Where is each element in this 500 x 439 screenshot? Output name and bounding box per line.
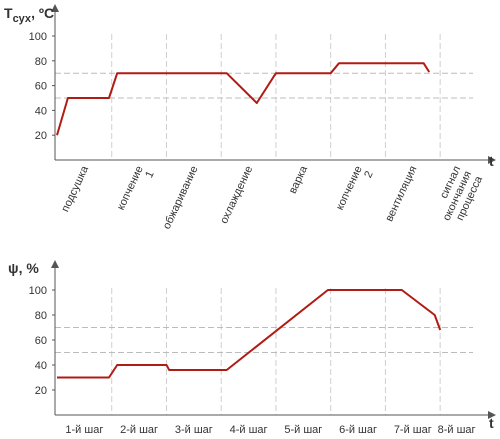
x-axis-arrow — [488, 411, 496, 419]
phase-labels: подсушка копчение1 обжаривание охлаждение ва… — [59, 163, 485, 231]
series — [56, 62, 431, 136]
y-axis-title: ψ, % — [8, 260, 39, 276]
y-tick-label: 20 — [35, 385, 47, 397]
step-label: 5-й шаг — [284, 424, 322, 436]
grid-lines — [55, 288, 473, 415]
y-axis-arrow — [51, 260, 59, 268]
step-labels: 1-й шаг 2-й шаг 3-й шаг 4-й шаг 5-й шаг 6-й ш… — [65, 424, 475, 436]
y-tick-labels: 20 40 60 80 100 — [29, 31, 47, 142]
x-axis-arrow — [488, 156, 496, 164]
y-tick-label: 80 — [35, 310, 47, 322]
series-line — [57, 289, 442, 379]
humidity-panel: 20 40 60 80 100 1-й шаг 2-й шаг 3-й шаг 4-й шаг… — [8, 260, 496, 436]
phase-label: обжаривание — [161, 164, 201, 231]
phase-label: сигналокончанияпроцесса — [430, 163, 486, 227]
phase-label: подсушка — [59, 163, 91, 214]
y-axis-arrow — [51, 4, 59, 12]
y-tick-label: 80 — [35, 56, 47, 68]
y-axis-title: Tсух, ºС — [4, 5, 54, 25]
y-axis-title-main: T — [4, 5, 13, 21]
y-tick-label: 20 — [35, 130, 47, 142]
series-line — [56, 62, 431, 136]
y-axis-title-main: ψ — [8, 260, 19, 276]
y-axis-title-unit: , ºС — [31, 5, 54, 21]
y-tick-label: 100 — [29, 285, 47, 297]
y-axis-title-subscript: сух — [13, 13, 32, 25]
y-tick-label: 60 — [35, 81, 47, 93]
axes — [51, 260, 496, 419]
x-axis-title: t — [489, 153, 494, 169]
x-axis-title: t — [489, 415, 494, 431]
y-axis-title-unit: , % — [19, 260, 40, 276]
phase-label: копчение2 — [334, 164, 376, 217]
step-label: 3-й шаг — [175, 424, 213, 436]
phase-label: вентиляция — [383, 164, 419, 223]
y-tick-label: 40 — [35, 360, 47, 372]
y-tick-label: 100 — [29, 31, 47, 43]
phase-label: копчение1 — [115, 164, 157, 217]
y-tick-label: 60 — [35, 335, 47, 347]
grid-lines — [55, 34, 473, 160]
step-label: 2-й шаг — [120, 424, 158, 436]
step-label: 7-й шаг — [394, 424, 432, 436]
y-tick-labels: 20 40 60 80 100 — [29, 285, 47, 397]
temperature-panel: 20 40 60 80 100 подсушка копчение1 обжаривание… — [4, 4, 496, 231]
series — [57, 289, 442, 379]
phase-label: варка — [287, 163, 311, 195]
step-label: 8-й шаг — [438, 424, 476, 436]
step-label: 4-й шаг — [230, 424, 268, 436]
step-label: 1-й шаг — [65, 424, 103, 436]
axes — [51, 4, 496, 164]
y-tick-label: 40 — [35, 105, 47, 117]
step-label: 6-й шаг — [339, 424, 377, 436]
phase-label: охлаждение — [218, 164, 255, 226]
